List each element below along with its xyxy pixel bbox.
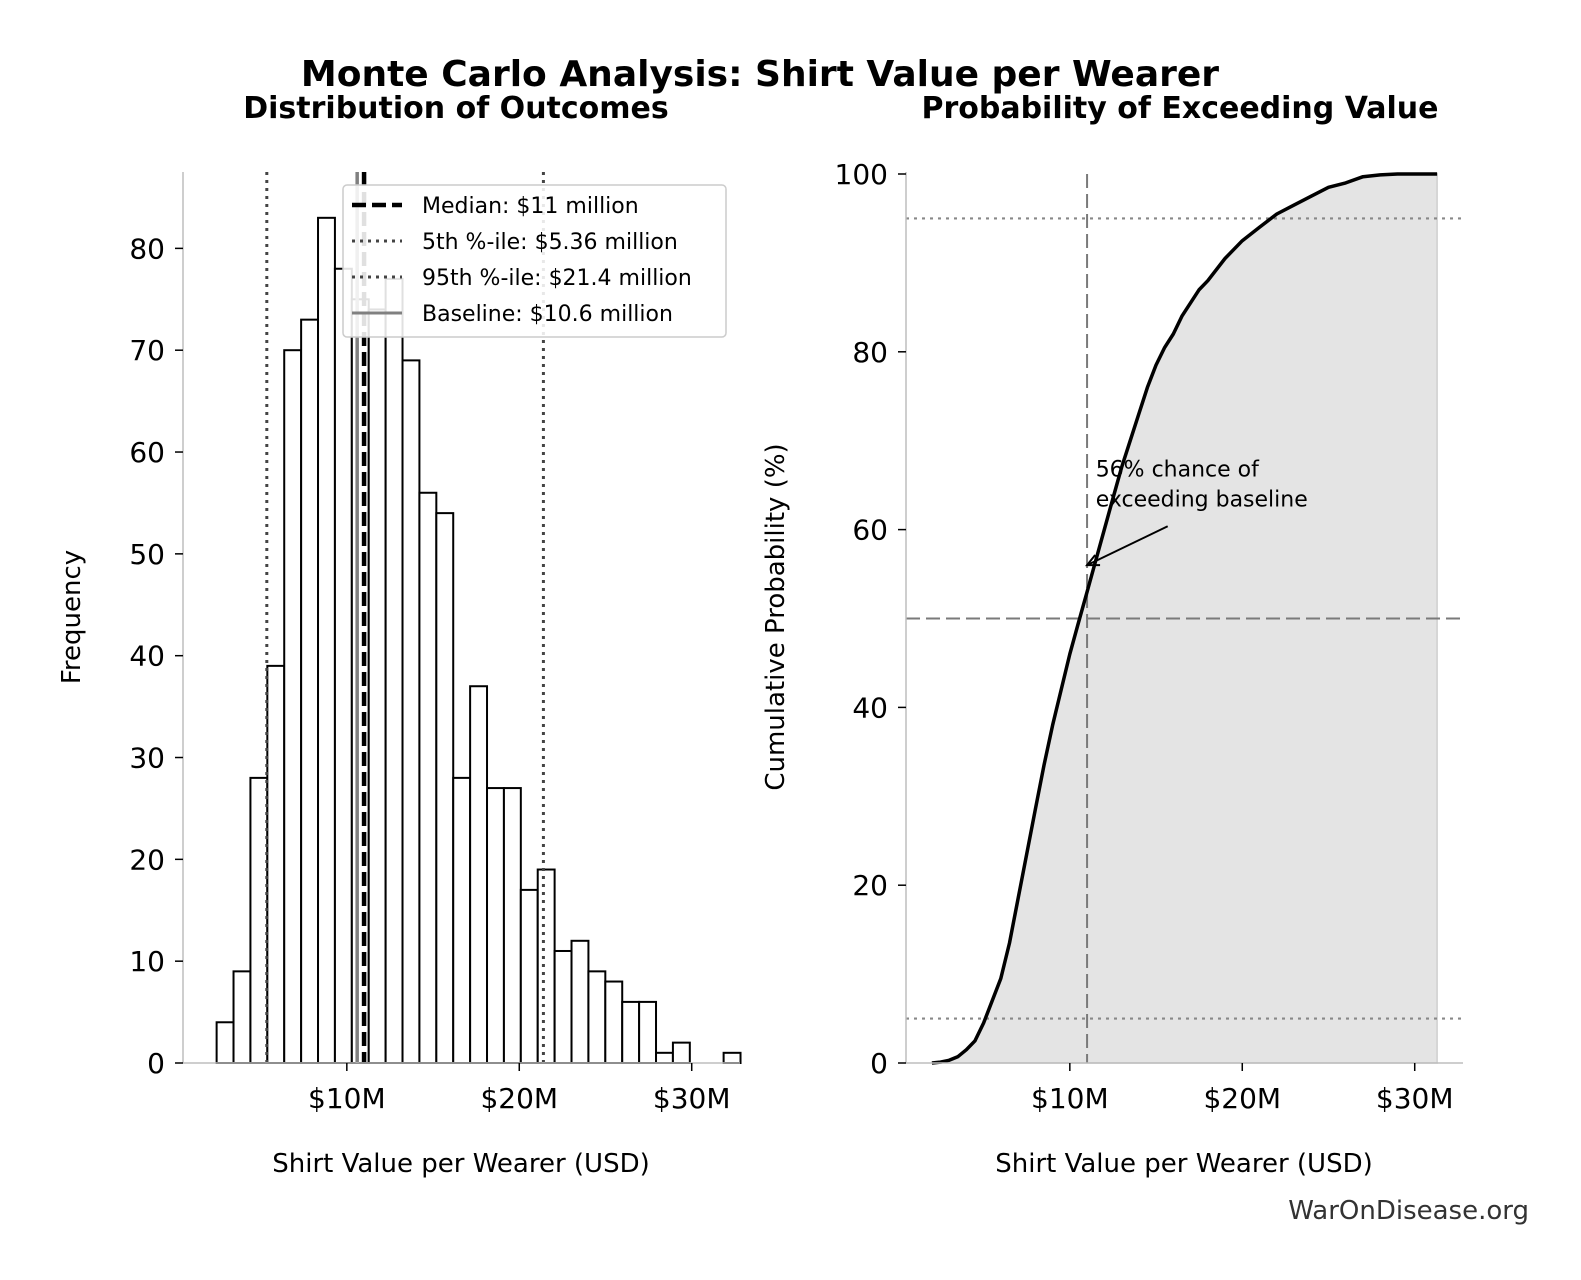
x-tick-label: $30M xyxy=(653,1082,731,1115)
cumulative-panel: Probability of Exceeding Value 0 20 40 60 80… xyxy=(761,91,1463,1179)
legend-label-baseline: Baseline: $10.6 million xyxy=(422,302,673,327)
histogram-y-ticks: 0 10 20 30 40 50 60 70 80 xyxy=(129,232,183,1080)
histogram-bar xyxy=(232,970,252,1065)
cumulative-x-ticks: $10M $20M $30M xyxy=(1031,1063,1454,1115)
y-tick-label: 100 xyxy=(835,158,888,191)
x-tick-label: $10M xyxy=(1031,1082,1109,1115)
annotation-arrow xyxy=(1086,525,1169,567)
cumulative-y-axis-label: Cumulative Probability (%) xyxy=(761,443,791,790)
histogram-bar xyxy=(621,1000,641,1064)
annotation-arrowhead xyxy=(1085,554,1101,567)
histogram-bar xyxy=(266,664,286,1065)
histogram-bar xyxy=(333,267,353,1065)
y-tick-label: 80 xyxy=(129,232,165,265)
histogram-bar xyxy=(553,949,573,1065)
annotation-line-1: 56% chance of xyxy=(1096,457,1260,482)
legend-label-median: Median: $11 million xyxy=(422,194,639,219)
y-tick-label: 20 xyxy=(129,843,165,876)
y-tick-label: 20 xyxy=(852,869,888,902)
histogram-bar xyxy=(384,277,404,1065)
legend-label-95th-ile: 95th %-ile: $21.4 million xyxy=(422,266,692,291)
y-tick-label: 40 xyxy=(852,691,888,724)
histogram-bar xyxy=(317,216,336,1064)
baseline-annotation: 56% chance of exceeding baseline xyxy=(1085,457,1308,567)
histogram-bar xyxy=(502,787,522,1064)
x-tick-label: $30M xyxy=(1376,1082,1454,1115)
y-tick-label: 50 xyxy=(129,538,165,571)
y-tick-label: 60 xyxy=(852,514,888,547)
histogram-bar xyxy=(638,1000,658,1064)
x-tick-label: $20M xyxy=(1203,1082,1281,1115)
cumulative-curve xyxy=(931,172,1438,1065)
histogram-panel: Distribution of Outcomes 0 10 20 30 40 50 60 70… xyxy=(57,91,742,1179)
histogram-y-axis-label: Frequency xyxy=(57,550,87,684)
histogram-bar xyxy=(418,491,438,1064)
legend-label-5th-ile: 5th %-ile: $5.36 million xyxy=(422,230,678,255)
cumulative-title: Probability of Exceeding Value xyxy=(921,91,1438,126)
histogram-bar xyxy=(671,1041,691,1064)
histogram-bar xyxy=(452,776,472,1064)
histogram-bar xyxy=(519,888,539,1064)
histogram-bar xyxy=(401,359,421,1064)
histogram-bar xyxy=(300,318,320,1064)
cumulative-y-ticks: 0 20 40 60 80 100 xyxy=(835,158,906,1080)
y-tick-label: 10 xyxy=(129,945,165,978)
histogram-bar xyxy=(486,787,505,1064)
y-tick-label: 0 xyxy=(870,1047,888,1080)
cumulative-x-axis-label: Shirt Value per Wearer (USD) xyxy=(995,1149,1373,1179)
histogram-bar xyxy=(215,1021,235,1064)
histogram-bars xyxy=(215,216,742,1065)
histogram-bar xyxy=(536,868,556,1064)
histogram-bar xyxy=(367,308,387,1064)
histogram-bar xyxy=(722,1051,742,1064)
annotation-line-2: exceeding baseline xyxy=(1096,487,1308,512)
histogram-bar xyxy=(587,970,607,1065)
histogram-x-axis-label: Shirt Value per Wearer (USD) xyxy=(272,1149,650,1179)
cumulative-reference-lines xyxy=(906,174,1463,1063)
legend-frame xyxy=(342,184,727,338)
histogram-bar xyxy=(570,939,590,1065)
y-tick-label: 80 xyxy=(852,336,888,369)
histogram-bar xyxy=(469,685,489,1065)
histogram-bar xyxy=(435,512,455,1064)
x-tick-label: $10M xyxy=(308,1082,386,1115)
histogram-bar xyxy=(249,776,269,1064)
histogram-title: Distribution of Outcomes xyxy=(243,91,669,126)
watermark: WarOnDisease.org xyxy=(1288,1196,1529,1226)
histogram-x-ticks: $10M $20M $30M xyxy=(308,1063,731,1115)
histogram-bar xyxy=(655,1051,674,1064)
y-tick-label: 30 xyxy=(129,742,165,775)
y-tick-label: 0 xyxy=(147,1047,165,1080)
histogram-legend: Median: $11 million 5th %-ile: $5.36 mill… xyxy=(342,184,727,338)
histogram-bar xyxy=(283,349,303,1064)
y-tick-label: 40 xyxy=(129,640,165,673)
histogram-bar xyxy=(604,980,624,1065)
y-tick-label: 60 xyxy=(129,436,165,469)
y-tick-label: 70 xyxy=(129,334,165,367)
figure-title: Monte Carlo Analysis: Shirt Value per We… xyxy=(301,54,1219,95)
x-tick-label: $20M xyxy=(480,1082,558,1115)
